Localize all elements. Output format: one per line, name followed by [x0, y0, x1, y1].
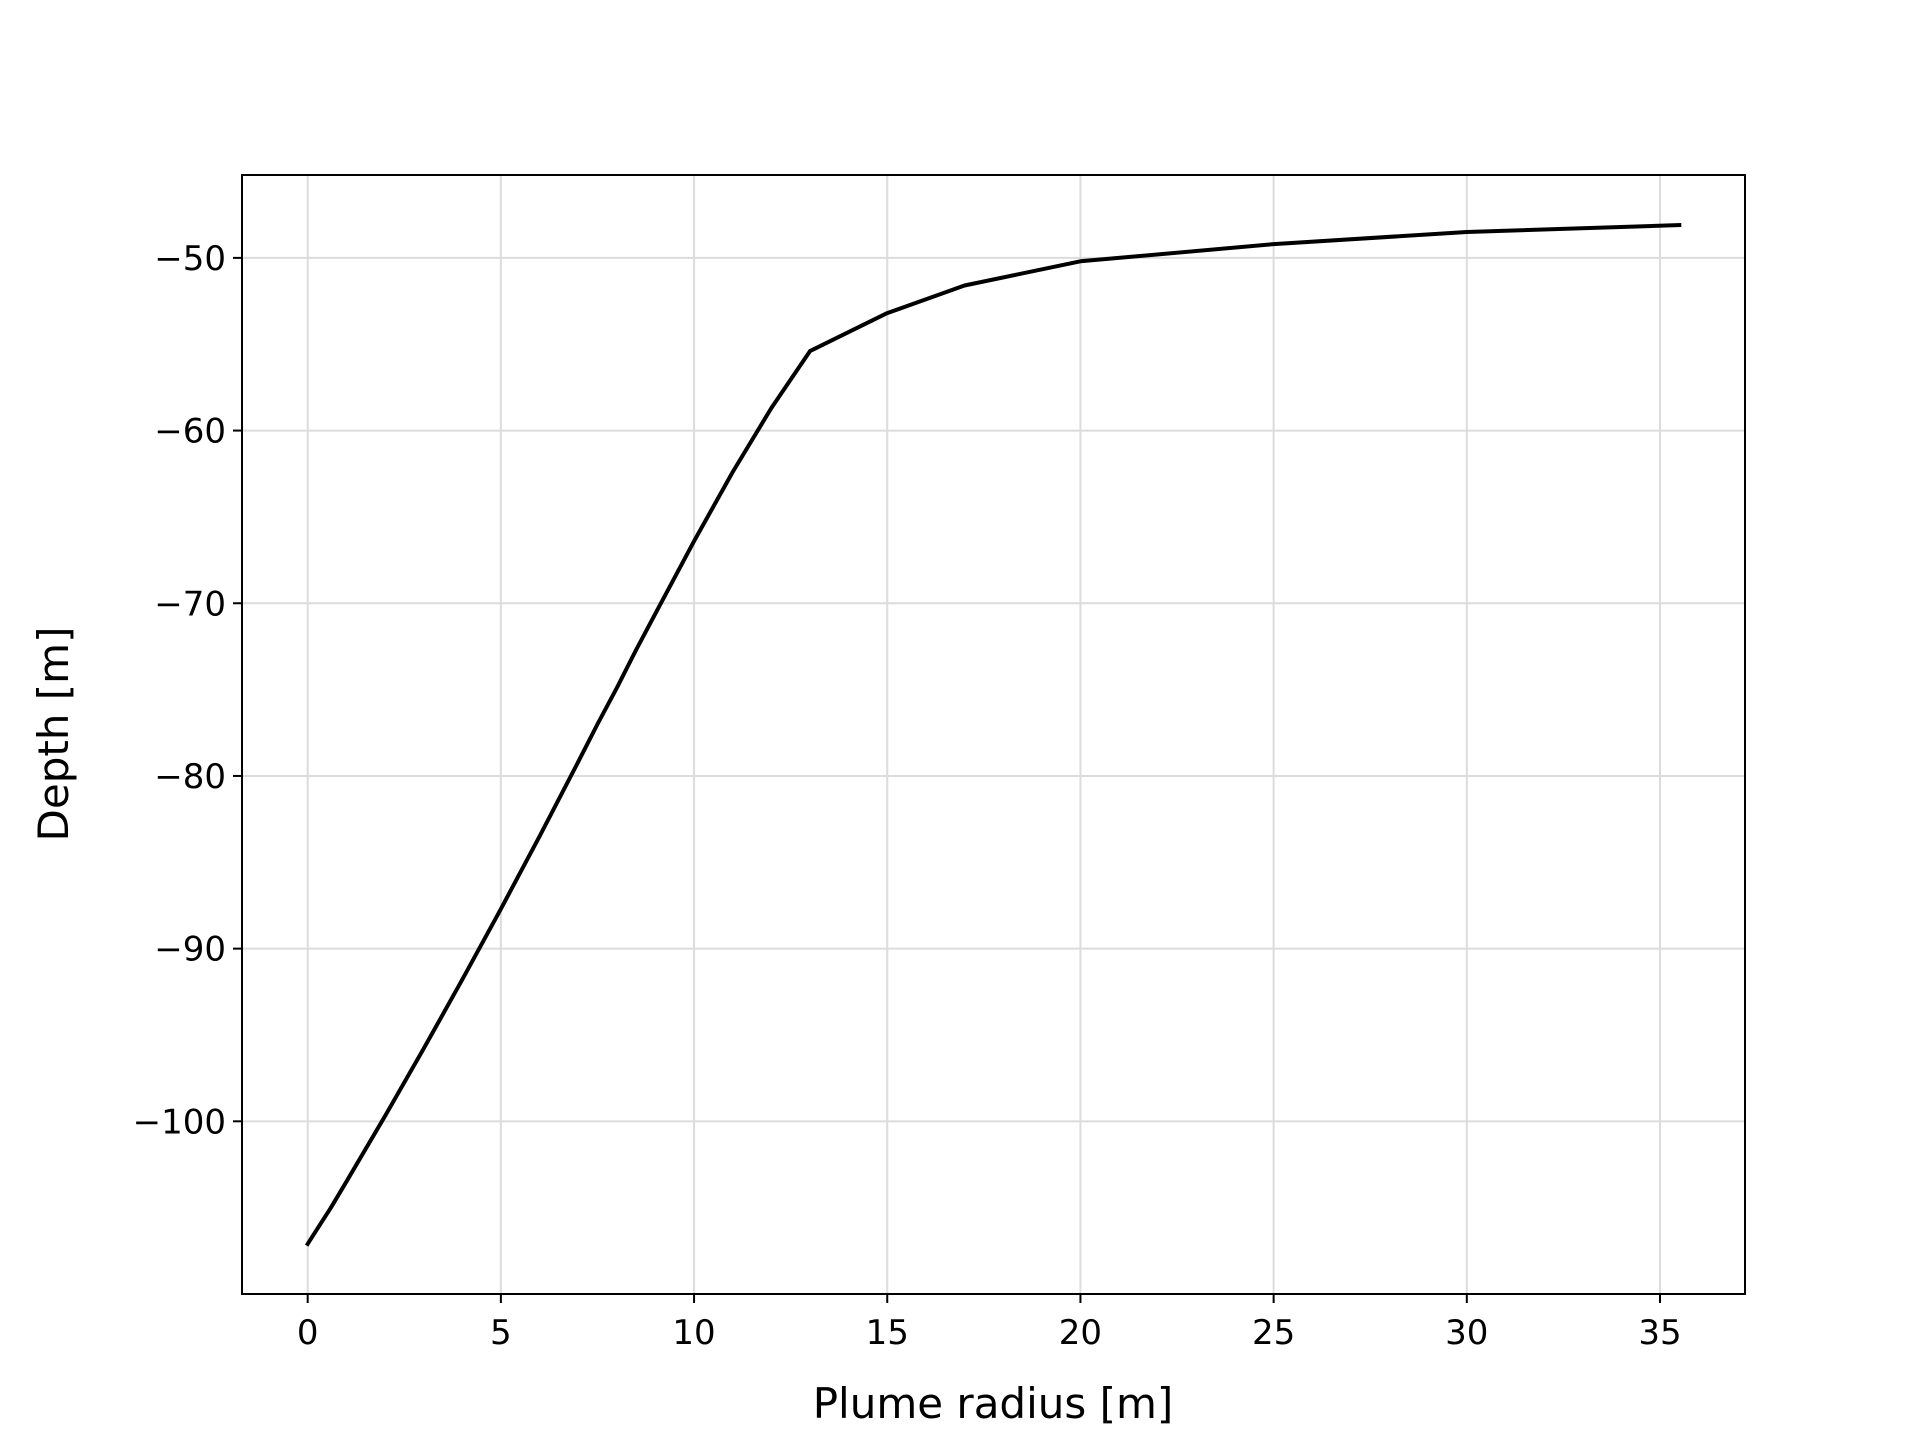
y-tick-label: −70: [154, 584, 226, 624]
depth-vs-radius-line: [304, 223, 1682, 1247]
y-tick-label: −50: [154, 239, 226, 279]
y-tick-label: −60: [154, 412, 226, 452]
y-axis-label: Depth [m]: [29, 627, 78, 842]
y-tick-label: −80: [154, 757, 226, 797]
x-tick-label: 20: [1059, 1313, 1102, 1353]
x-tick-label: 10: [672, 1313, 715, 1353]
y-tick-label: −100: [133, 1102, 226, 1142]
tick-layer: 0 5 10 15 20 25 30 35 −50 −60 −70 −80 −90 −100: [133, 239, 1682, 1353]
x-tick-label: 15: [866, 1313, 909, 1353]
series-layer: [304, 223, 1682, 1247]
x-tick-label: 25: [1252, 1313, 1295, 1353]
x-tick-label: 0: [297, 1313, 319, 1353]
x-axis-label: Plume radius [m]: [813, 1379, 1174, 1428]
grid-layer: [242, 175, 1745, 1294]
x-tick-label: 5: [490, 1313, 512, 1353]
x-tick-label: 30: [1445, 1313, 1488, 1353]
x-tick-label: 35: [1638, 1313, 1681, 1353]
y-tick-label: −90: [154, 930, 226, 970]
plot-frame: [241, 174, 1746, 1295]
